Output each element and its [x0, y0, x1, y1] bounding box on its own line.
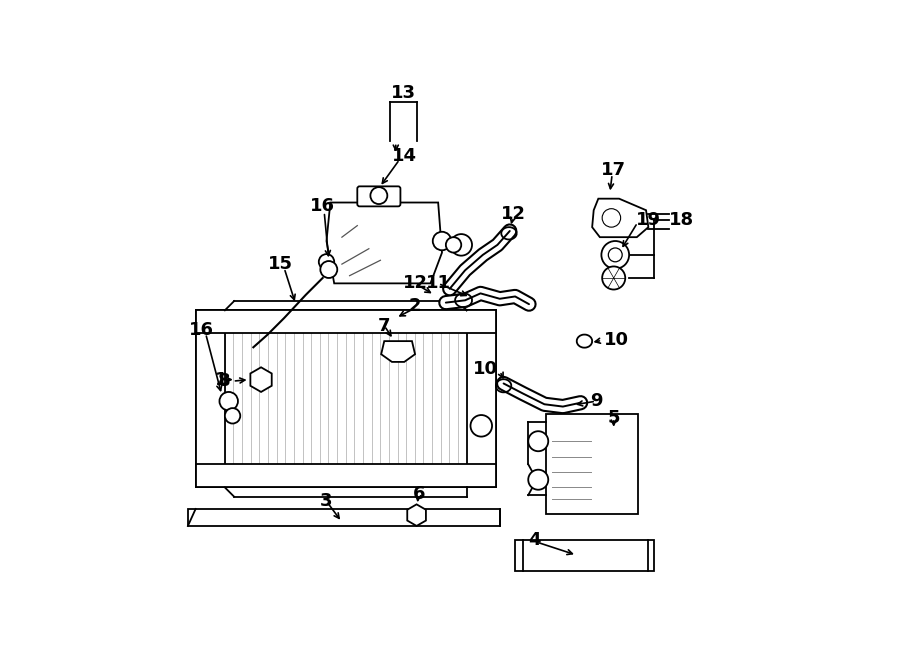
Polygon shape	[250, 368, 272, 392]
Text: 15: 15	[268, 255, 292, 273]
Circle shape	[451, 234, 472, 256]
Polygon shape	[382, 341, 415, 362]
Text: 1: 1	[215, 371, 228, 389]
Text: 17: 17	[600, 161, 626, 179]
Bar	[466, 310, 496, 487]
Circle shape	[528, 470, 548, 490]
Text: 10: 10	[473, 360, 499, 378]
Circle shape	[320, 261, 338, 278]
Circle shape	[433, 232, 451, 251]
Text: 12: 12	[501, 205, 526, 223]
Text: 9: 9	[590, 392, 602, 410]
Text: 11: 11	[426, 274, 451, 292]
Circle shape	[602, 209, 621, 227]
Text: 18: 18	[669, 212, 694, 229]
Bar	[188, 509, 500, 526]
Text: 8: 8	[218, 372, 230, 390]
Circle shape	[471, 415, 492, 437]
Polygon shape	[327, 202, 442, 284]
Circle shape	[608, 248, 622, 262]
Bar	[546, 414, 638, 514]
Circle shape	[601, 241, 629, 269]
Circle shape	[602, 266, 626, 290]
Text: 6: 6	[412, 485, 425, 502]
Circle shape	[446, 237, 461, 253]
Text: 2: 2	[409, 297, 421, 315]
Text: 5: 5	[608, 409, 620, 427]
Text: 3: 3	[320, 492, 333, 510]
Polygon shape	[408, 504, 426, 526]
Circle shape	[225, 408, 240, 424]
Bar	[195, 310, 496, 487]
Text: 7: 7	[378, 317, 391, 334]
Circle shape	[220, 392, 238, 410]
Polygon shape	[592, 199, 648, 237]
Circle shape	[371, 187, 387, 204]
Bar	[195, 310, 225, 487]
Text: 16: 16	[310, 198, 335, 215]
Text: 10: 10	[604, 330, 629, 348]
FancyBboxPatch shape	[357, 186, 400, 206]
Text: 14: 14	[392, 147, 417, 165]
Bar	[195, 310, 496, 333]
Text: 12: 12	[402, 274, 428, 292]
Text: 4: 4	[528, 531, 541, 549]
Text: 16: 16	[189, 321, 214, 338]
Text: 19: 19	[636, 212, 661, 229]
Bar	[195, 464, 496, 487]
Circle shape	[528, 431, 548, 451]
Bar	[515, 540, 653, 570]
Circle shape	[319, 254, 334, 270]
Text: 13: 13	[391, 84, 416, 102]
